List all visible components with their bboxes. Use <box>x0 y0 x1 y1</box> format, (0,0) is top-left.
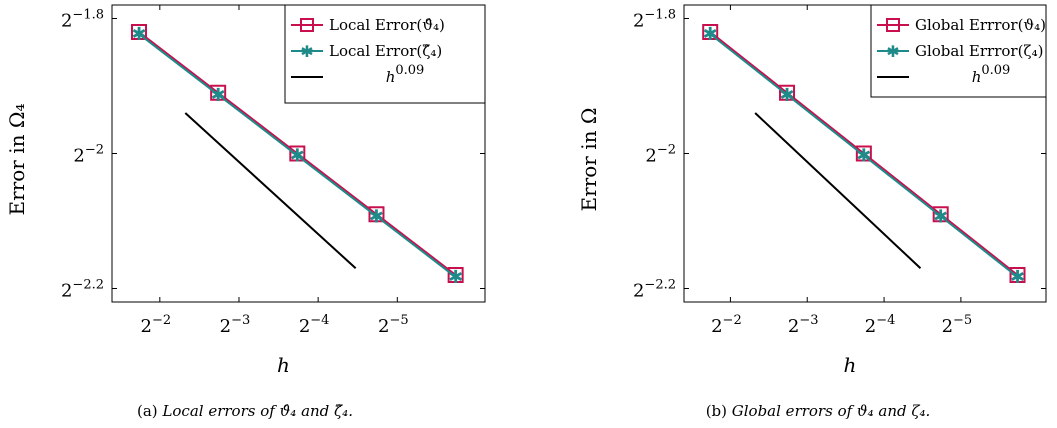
x-tick-label: 2−3 <box>220 313 251 337</box>
x-axis-title: h <box>277 353 290 377</box>
legend-label: Global Errror(ζ₄) <box>915 42 1043 60</box>
series-line-1 <box>709 31 1019 276</box>
chart-panel-a: 2−2 2−3 2−4 2−5 2−1.8 2−2 2−2.2 h Error in Ω₄ ✱ ✱ ✱… <box>5 4 486 420</box>
chart-panel-b: 2−2 2−3 2−4 2−5 2−1.8 2−2 2−2.2 h Error in Ω ✱ ✱ ✱ ✱… <box>577 4 1047 420</box>
legend-box <box>284 4 486 104</box>
legend-label: Local Error(ζ̂₄) <box>329 42 442 60</box>
x-tick-label: 2−4 <box>299 313 330 337</box>
data-point-square <box>210 84 227 101</box>
data-point-star: ✱ <box>211 85 226 106</box>
data-point-square <box>779 84 796 101</box>
data-point-star: ✱ <box>933 206 948 227</box>
data-point-star: ✱ <box>290 146 305 167</box>
legend: Global Errror(ϑ₄) ✱ Global Errror(ζ₄) h0.09 <box>870 4 1047 98</box>
x-tick-label: 2−2 <box>141 313 172 337</box>
data-point-square <box>447 267 464 283</box>
legend-label: h0.09 <box>386 63 425 86</box>
data-point-square <box>289 145 306 162</box>
y-tick-label: 2−1.8 <box>61 8 104 32</box>
y-tick-label: 2−2 <box>645 143 676 167</box>
data-point-star: ✱ <box>779 85 794 106</box>
data-point-square <box>368 206 385 223</box>
y-tick-label: 2−1.8 <box>633 8 676 32</box>
y-axis-title: Error in Ω₄ <box>5 104 29 216</box>
data-point-square <box>130 24 147 40</box>
series-line-1 <box>138 31 457 276</box>
x-tick-label: 2−5 <box>942 313 973 337</box>
legend: Local Error(ϑ̂₄) ✱ Local Error(ζ̂₄) h0.09 <box>284 4 486 104</box>
reference-line <box>184 112 357 269</box>
series-line-2 <box>138 33 457 278</box>
y-tick-label: 2−2.2 <box>61 278 104 302</box>
legend-marker-square <box>300 18 314 32</box>
data-point-square <box>702 24 719 40</box>
data-point-star: ✱ <box>369 206 384 227</box>
y-axis-title: Error in Ω <box>577 108 601 212</box>
legend-marker-star: ✱ <box>886 42 899 61</box>
x-tick-label: 2−3 <box>788 313 819 337</box>
data-point-square <box>855 145 872 162</box>
y-tick-label: 2−2 <box>73 143 104 167</box>
legend-label: Global Errror(ϑ₄) <box>915 16 1046 34</box>
legend-label: h0.09 <box>972 63 1011 86</box>
figure-caption: (a) Local errors of ϑ̂₄ and ζ̂₄. <box>137 402 353 420</box>
data-point-square <box>932 206 949 223</box>
x-tick-label: 2−2 <box>711 313 742 337</box>
reference-line <box>754 112 922 269</box>
data-point-star: ✱ <box>131 24 146 45</box>
y-tick-label: 2−2.2 <box>633 278 676 302</box>
x-axis-title: h <box>844 353 857 377</box>
series-line-2 <box>709 33 1019 278</box>
figure-caption: (b) Global errors of ϑ₄ and ζ₄. <box>706 402 931 420</box>
legend-marker-star: ✱ <box>300 42 313 61</box>
legend-marker-square <box>886 18 900 32</box>
data-point-star: ✱ <box>703 24 718 45</box>
x-tick-label: 2−5 <box>378 313 409 337</box>
x-tick-label: 2−4 <box>865 313 896 337</box>
data-point-star: ✱ <box>856 146 871 167</box>
data-point-square <box>1009 267 1026 283</box>
data-point-star: ✱ <box>1010 267 1025 288</box>
data-point-star: ✱ <box>448 267 463 288</box>
legend-label: Local Error(ϑ̂₄) <box>329 16 445 34</box>
